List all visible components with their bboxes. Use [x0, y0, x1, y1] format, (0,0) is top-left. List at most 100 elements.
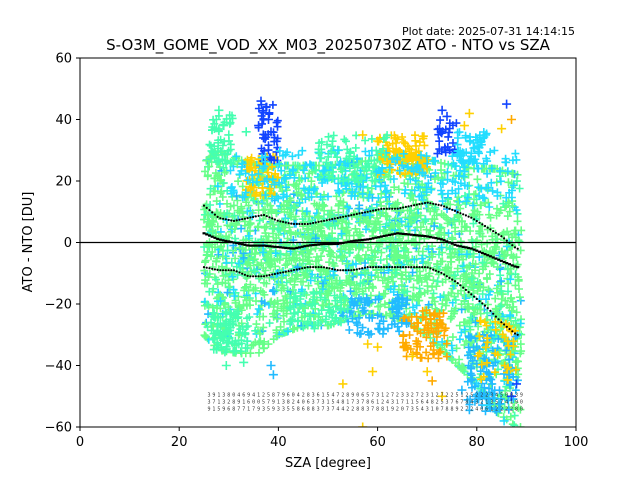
lower-band-point	[350, 269, 353, 272]
lower-band-point	[290, 269, 293, 272]
scatter-point	[295, 176, 304, 185]
scatter-point	[435, 137, 444, 146]
lower-band-point	[377, 266, 380, 269]
bin-count-label: 4	[426, 399, 429, 405]
scatter-point	[235, 259, 243, 268]
bin-count-label: 7	[361, 399, 364, 405]
scatter-point	[510, 411, 519, 420]
upper-band-point	[260, 214, 263, 217]
scatter-point	[399, 331, 408, 340]
scatter-point	[220, 149, 229, 158]
scatter-point	[392, 144, 401, 153]
scatter-point	[336, 197, 345, 205]
scatter-point	[438, 197, 447, 206]
scatter-point	[218, 141, 227, 150]
scatter-point	[467, 371, 476, 380]
scatter-point	[352, 182, 361, 191]
scatter-point	[412, 301, 421, 310]
upper-band-point	[202, 204, 206, 207]
scatter-point	[309, 295, 318, 304]
scatter-point	[212, 197, 221, 206]
scatter-point	[293, 317, 302, 326]
bin-count-label: 6	[485, 406, 488, 412]
lower-band-point	[385, 266, 388, 269]
lower-band-point	[243, 273, 246, 276]
scatter-point	[409, 196, 418, 205]
scatter-point	[259, 133, 268, 143]
scatter-point	[476, 201, 485, 210]
scatter-point	[243, 322, 252, 330]
scatter-point	[424, 326, 433, 335]
scatter-point	[254, 199, 263, 208]
upper-band-point	[369, 210, 372, 213]
scatter-point	[409, 283, 418, 292]
scatter-point	[288, 152, 297, 161]
scatter-point	[470, 308, 479, 317]
scatter-point	[383, 279, 392, 287]
scatter-point	[442, 352, 451, 361]
lower-band-point	[366, 266, 369, 269]
scatter-point	[382, 186, 391, 195]
scatter-point	[237, 339, 246, 348]
scatter-point	[292, 188, 301, 197]
bin-count-label: 7	[465, 406, 468, 412]
scatter-point	[233, 270, 242, 279]
scatter-point	[352, 259, 360, 268]
lower-band-point	[363, 266, 367, 269]
bin-count-label: 2	[346, 406, 349, 412]
scatter-point	[205, 140, 214, 149]
scatter-point	[324, 305, 333, 314]
upper-band-point	[440, 204, 443, 207]
scatter-point	[318, 246, 327, 255]
bin-count-label: 4	[505, 399, 508, 405]
bin-count-label: 4	[475, 406, 478, 412]
upper-band-point	[483, 224, 487, 228]
scatter-point	[301, 195, 310, 204]
bin-count-label: 5	[217, 406, 220, 412]
scatter-point	[272, 314, 281, 323]
scatter-point	[268, 370, 278, 380]
scatter-point	[476, 222, 485, 231]
scatter-point	[470, 143, 479, 152]
bin-count-label: 1	[321, 392, 324, 398]
lower-band-point	[306, 266, 309, 269]
scatter-point	[369, 284, 377, 292]
bin-count-label: 4	[386, 399, 389, 405]
scatter-point	[348, 298, 357, 307]
scatter-point	[357, 174, 366, 183]
scatter-point	[466, 333, 475, 342]
scatter-point	[292, 250, 301, 259]
scatter-point	[449, 159, 458, 168]
scatter-point	[351, 143, 360, 152]
lower-band-point	[459, 284, 462, 287]
lower-band-point	[451, 278, 454, 281]
scatter-point	[437, 166, 445, 175]
scatter-point	[453, 264, 462, 273]
scatter-point	[432, 333, 441, 341]
scatter-point	[272, 118, 281, 127]
bin-count-label: 5	[267, 406, 270, 412]
upper-band-point	[222, 217, 225, 220]
upper-band-point	[232, 219, 236, 222]
scatter-point	[426, 342, 435, 351]
scatter-point	[394, 185, 403, 194]
scatter-point	[222, 159, 230, 168]
bin-count-label: 0	[252, 399, 255, 405]
scatter-point	[441, 275, 450, 284]
scatter-point	[224, 130, 234, 140]
lower-band-point	[262, 275, 266, 278]
scatter-point	[303, 246, 312, 255]
scatter-point	[486, 148, 495, 157]
scatter-point	[503, 212, 512, 221]
scatter-point	[379, 317, 388, 326]
bin-count-label: 9	[207, 406, 210, 412]
scatter-point	[444, 160, 453, 169]
upper-band-point	[265, 215, 268, 218]
scatter-point	[202, 222, 211, 231]
scatter-point	[499, 416, 509, 426]
scatter-point	[269, 303, 278, 311]
scatter-point	[264, 258, 273, 267]
scatter-point	[462, 250, 471, 259]
scatter-point	[436, 116, 445, 125]
